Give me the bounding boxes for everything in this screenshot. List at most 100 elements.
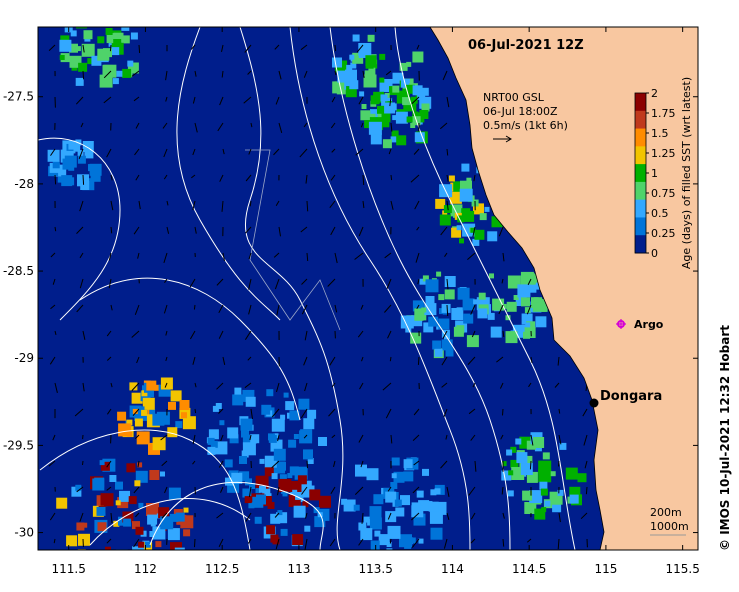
sst-patch	[289, 466, 299, 476]
sst-patch	[115, 549, 128, 550]
current-arrow	[274, 512, 280, 518]
sst-patch	[416, 490, 424, 498]
sst-patch	[271, 473, 278, 480]
sst-patch	[400, 495, 410, 506]
sst-patch	[506, 301, 517, 312]
current-arrow	[468, 408, 476, 415]
current-arrow	[329, 200, 336, 209]
current-arrow	[334, 44, 337, 52]
current-arrow	[166, 200, 169, 206]
current-arrow	[249, 434, 252, 441]
current-arrow	[165, 330, 168, 336]
current-arrow	[361, 356, 364, 362]
current-arrow	[331, 96, 336, 103]
sst-patch	[402, 97, 411, 106]
sst-age-patches	[47, 27, 641, 550]
current-arrow	[193, 304, 196, 310]
current-arrow	[387, 512, 392, 520]
sst-patch	[149, 470, 160, 480]
sst-patch	[529, 490, 543, 504]
current-arrow	[218, 460, 224, 468]
sst-patch	[510, 446, 517, 453]
current-arrow	[527, 278, 532, 286]
contour-line	[38, 137, 121, 321]
current-arrow	[415, 252, 420, 263]
current-arrow	[472, 226, 476, 237]
current-arrow	[133, 538, 140, 548]
sst-patch	[111, 47, 120, 56]
sst-patch	[399, 62, 408, 71]
current-arrow	[49, 512, 56, 521]
sst-patch	[508, 470, 514, 476]
current-arrow	[275, 538, 280, 550]
x-tick-label: 112.5	[205, 562, 239, 576]
sst-patch	[526, 321, 536, 331]
current-arrow	[48, 460, 56, 467]
sst-patch	[288, 439, 297, 448]
sst-patch	[501, 470, 512, 481]
current-arrow	[358, 96, 364, 105]
current-arrow	[194, 538, 196, 548]
sst-patch	[309, 489, 321, 501]
current-arrow	[218, 538, 224, 548]
sst-patch	[526, 471, 538, 483]
current-arrow	[582, 408, 588, 417]
x-tick-label: 112	[134, 562, 157, 576]
current-arrow	[470, 434, 476, 441]
current-arrow	[416, 304, 420, 310]
current-arrow	[333, 460, 336, 468]
sst-patch	[490, 326, 502, 338]
current-arrow	[76, 304, 84, 313]
sst-patch	[135, 526, 144, 535]
sst-patch	[212, 405, 219, 412]
sst-patch	[350, 62, 357, 69]
current-arrow	[110, 512, 113, 523]
sst-patch	[183, 507, 189, 513]
current-arrow	[131, 382, 140, 391]
current-arrow	[276, 304, 280, 316]
sst-patch	[429, 299, 434, 305]
sst-patch	[303, 418, 315, 430]
sst-patch	[392, 72, 404, 84]
x-tick-label: 111.5	[52, 562, 86, 576]
current-arrow	[530, 434, 534, 446]
sst-patch	[349, 54, 355, 60]
sst-patch	[280, 528, 288, 536]
current-arrow	[386, 278, 392, 289]
sst-patch	[116, 70, 123, 77]
sst-patch	[428, 316, 439, 327]
current-arrow	[75, 96, 84, 105]
current-arrow	[443, 538, 448, 549]
current-arrow	[79, 252, 84, 259]
current-arrow	[162, 122, 168, 129]
sst-patch	[272, 537, 280, 545]
current-arrow	[52, 278, 56, 285]
sst-patch	[533, 297, 539, 303]
sst-patch	[134, 418, 143, 427]
colorbar-swatch	[635, 164, 646, 183]
current-arrow	[498, 226, 504, 237]
sst-patch	[152, 526, 166, 540]
sst-patch	[506, 449, 513, 456]
sst-patch	[524, 502, 537, 514]
y-tick-label: -30	[14, 526, 34, 540]
sst-patch	[419, 278, 426, 285]
sst-patch	[232, 394, 244, 406]
current-arrow	[274, 278, 280, 290]
sst-patch	[59, 39, 72, 52]
sst-patch	[75, 484, 82, 491]
current-arrow	[413, 408, 420, 416]
colorbar-tick-label: 1.5	[651, 127, 669, 140]
current-arrow	[271, 460, 280, 469]
current-arrow	[277, 486, 280, 496]
town-marker-icon	[589, 398, 599, 408]
sst-patch	[78, 62, 88, 72]
current-arrow	[301, 304, 308, 315]
sst-patch	[577, 473, 587, 483]
contour-line	[239, 27, 344, 550]
current-arrow	[106, 148, 112, 158]
current-arrow	[137, 460, 140, 468]
current-arrow	[440, 226, 448, 236]
colorbar-tick-label: 2	[651, 87, 658, 100]
current-arrow	[388, 148, 392, 155]
